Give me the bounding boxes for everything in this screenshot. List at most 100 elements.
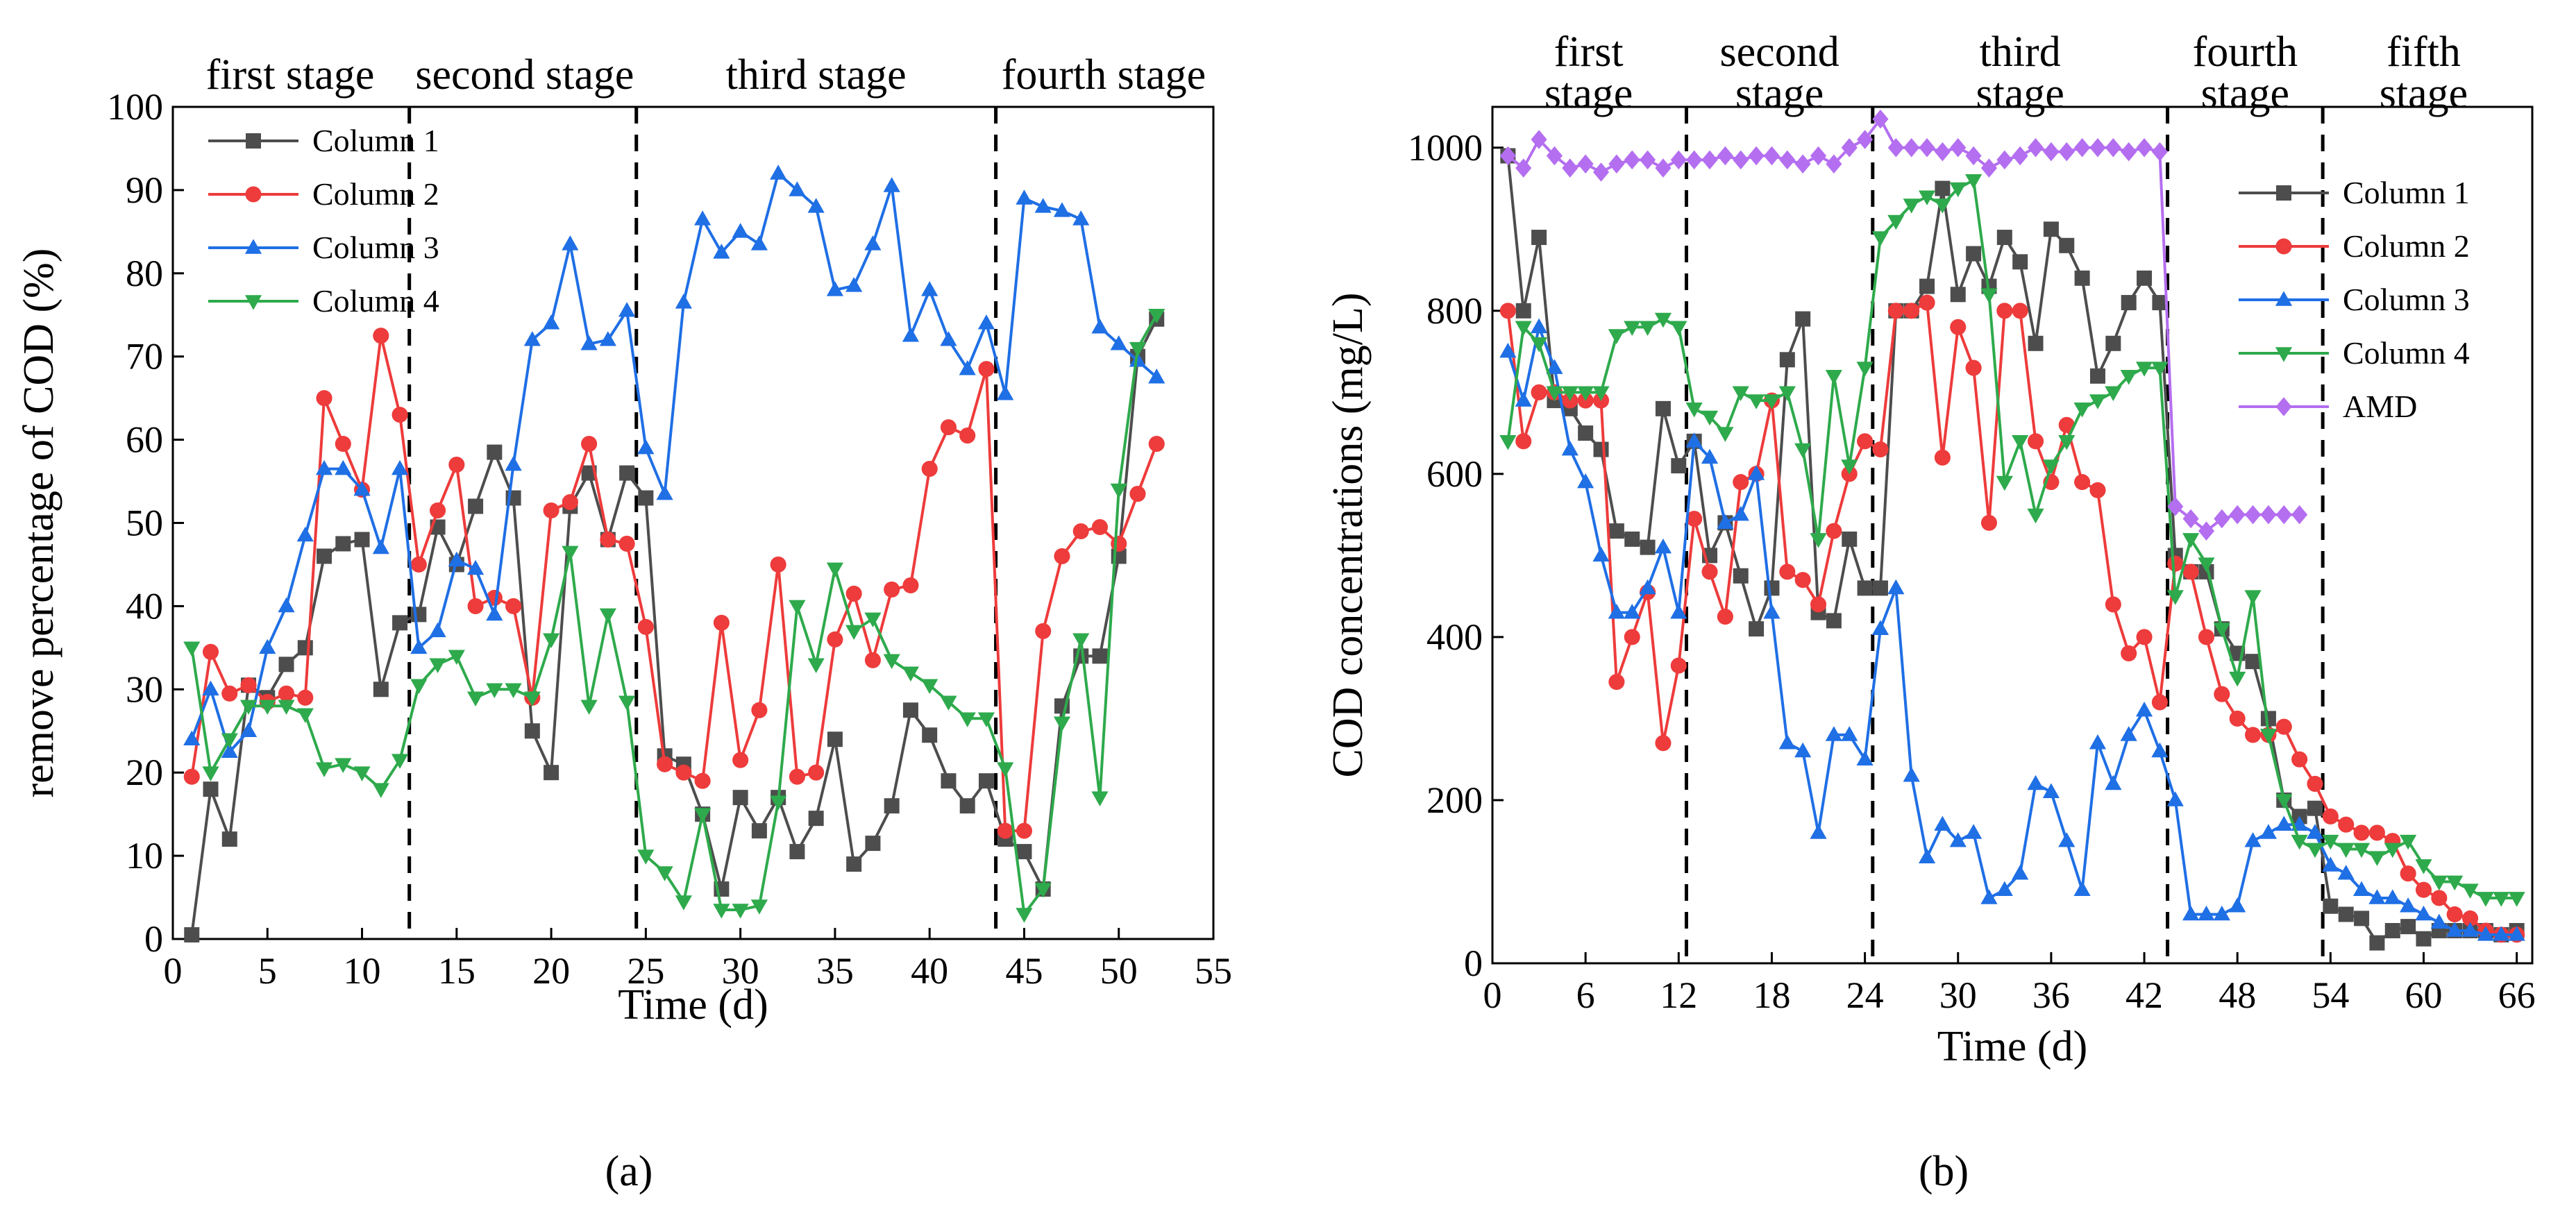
data-point	[638, 490, 654, 506]
data-point	[1640, 539, 1656, 555]
data-point	[1794, 572, 1811, 589]
stage-label: first	[1554, 28, 1624, 76]
data-point	[2074, 138, 2091, 158]
y-axis-title: remove percentage of COD (%)	[15, 248, 62, 798]
data-point	[1856, 362, 1874, 377]
data-point	[2415, 881, 2432, 898]
data-point	[2073, 403, 2091, 418]
data-point	[2027, 775, 2044, 790]
data-point	[2430, 875, 2448, 891]
data-point	[1608, 603, 1625, 619]
data-point	[2121, 645, 2137, 661]
data-point	[2105, 335, 2121, 351]
x-tick-label: 66	[2498, 974, 2536, 1016]
data-point	[789, 768, 805, 785]
data-point	[1934, 198, 1951, 214]
data-point	[1515, 433, 1532, 450]
data-point	[2275, 718, 2292, 735]
data-point	[751, 702, 768, 718]
data-point	[902, 666, 920, 682]
data-point	[619, 465, 635, 481]
data-point	[315, 459, 333, 475]
data-point	[1110, 483, 1127, 499]
data-point	[1054, 548, 1070, 565]
data-point	[845, 625, 863, 641]
data-point	[297, 640, 313, 656]
stage-label: fifth	[2386, 28, 2461, 76]
data-point	[2244, 832, 2262, 847]
y-tick-label: 1000	[1408, 127, 1483, 169]
data-point	[373, 682, 389, 697]
data-point	[278, 685, 295, 702]
data-point	[2135, 702, 2153, 717]
data-point	[2368, 851, 2386, 866]
data-point	[1717, 146, 1733, 166]
data-point	[1778, 734, 1796, 750]
stage-label: fourth stage	[1002, 51, 1206, 99]
data-point	[1053, 202, 1071, 217]
data-point	[1035, 623, 1052, 639]
data-point	[410, 679, 428, 694]
data-point	[1872, 580, 1888, 596]
data-point	[941, 773, 957, 789]
data-point	[997, 385, 1014, 400]
data-point	[562, 545, 579, 561]
data-point	[1966, 246, 1982, 262]
x-tick-label: 35	[816, 950, 854, 992]
data-point	[1919, 138, 1935, 158]
data-point	[807, 198, 825, 213]
data-point	[1561, 440, 1579, 456]
data-point	[2338, 906, 2354, 922]
data-point	[1856, 750, 1874, 765]
data-point	[1592, 546, 1610, 562]
data-point	[202, 643, 219, 660]
data-point	[1515, 391, 1532, 407]
data-point	[1935, 180, 1951, 196]
data-point	[2166, 791, 2184, 806]
data-point	[2105, 596, 2121, 613]
data-point	[239, 700, 258, 715]
data-point	[1825, 726, 1842, 741]
data-point	[1779, 352, 1795, 368]
data-point	[1733, 150, 1749, 170]
y-tick-label: 800	[1426, 290, 1483, 332]
data-point	[2259, 824, 2278, 839]
stage-label: second stage	[415, 51, 634, 99]
data-point	[2152, 295, 2168, 311]
data-point	[1763, 146, 1780, 166]
data-point	[2151, 694, 2168, 711]
data-point	[335, 536, 351, 552]
data-point	[807, 658, 825, 673]
chart-panel-b: 0 6 12 18 24 30 36 42 48 54 60 66 0 200 400 600 800 1000 T…	[1324, 28, 2536, 1070]
data-point	[921, 461, 938, 477]
data-point	[2151, 742, 2169, 758]
x-tick-label: 36	[2032, 974, 2070, 1016]
data-point	[316, 390, 332, 407]
data-point	[1670, 150, 1687, 170]
data-point	[2307, 775, 2323, 792]
legend-marker	[246, 133, 261, 149]
data-point	[2337, 843, 2355, 858]
data-point	[1717, 514, 1734, 530]
data-point	[770, 164, 787, 180]
data-point	[335, 459, 352, 475]
data-point	[410, 556, 427, 573]
data-point	[466, 559, 485, 575]
data-point	[1608, 154, 1625, 174]
data-point	[2229, 710, 2246, 727]
data-point	[2121, 142, 2137, 162]
data-point	[392, 615, 408, 631]
data-point	[2012, 435, 2029, 450]
data-point	[1701, 448, 1719, 464]
legend-marker	[2275, 291, 2293, 306]
y-axis-title: COD concentrations (mg/L)	[1324, 292, 1372, 777]
data-point	[618, 302, 636, 317]
data-point	[1671, 458, 1687, 474]
data-point	[2384, 922, 2400, 938]
data-point	[1842, 531, 1858, 547]
data-point	[713, 614, 730, 631]
data-point	[2229, 897, 2246, 913]
data-point	[505, 683, 522, 698]
data-point	[1499, 342, 1517, 358]
data-point	[2307, 800, 2323, 816]
